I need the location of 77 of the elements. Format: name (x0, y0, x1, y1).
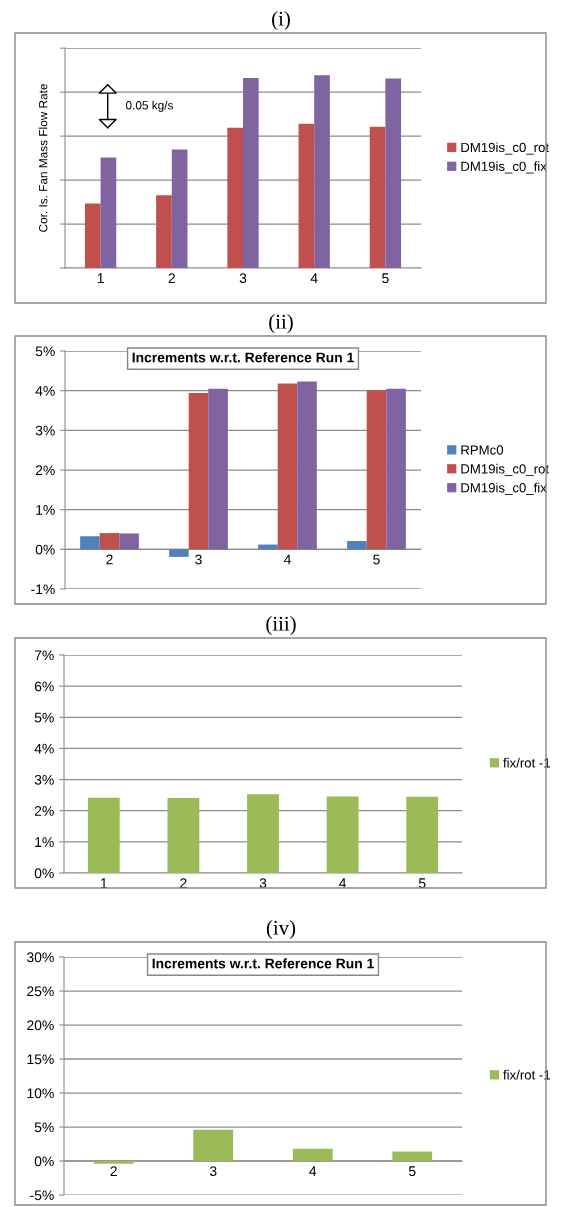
x-tick-label: 1 (97, 273, 104, 283)
bar (84, 203, 101, 268)
y-tick-label: 2% (35, 465, 55, 476)
bar (227, 127, 243, 268)
legend-label: RPMc0 (461, 445, 504, 455)
y-tick-label: 3% (34, 774, 54, 785)
bar (156, 195, 172, 268)
chart-title: (iii) (266, 616, 296, 635)
y-tick-label: 15% (27, 1054, 54, 1065)
legend-label: DM19is_c0_rot (461, 463, 549, 477)
y-tick-label: 0% (34, 868, 54, 879)
chart-title: (ii) (269, 314, 293, 333)
x-tick-label: 2 (106, 554, 113, 565)
y-tick-label: 0% (35, 544, 55, 555)
y-tick-label: 4% (34, 743, 54, 754)
x-tick-label: 3 (209, 1166, 217, 1177)
bar (369, 126, 386, 268)
legend-label: DM19is_c0_fix (461, 482, 547, 495)
y-tick-label: -5% (30, 1190, 54, 1201)
chart-title: (i) (272, 11, 290, 30)
chart-title: (iv) (266, 920, 296, 939)
bar (366, 390, 387, 550)
x-tick-label: 3 (239, 273, 247, 284)
bar (208, 388, 228, 550)
legend-label: DM19is_c0_fix (461, 161, 547, 174)
x-tick-label: 4 (309, 1166, 317, 1176)
bar (347, 541, 367, 550)
y-tick-label: 25% (27, 986, 54, 997)
chart-subtitle: Increments w.r.t. Reference Run 1 (132, 352, 354, 363)
x-tick-label: 2 (110, 1166, 117, 1176)
y-tick-label: 5% (34, 1122, 54, 1133)
bar (298, 123, 315, 268)
bar (277, 383, 298, 550)
y-tick-label: 1% (35, 837, 54, 847)
y-tick-label: 7% (34, 650, 54, 661)
y-tick-label: 4% (35, 386, 55, 396)
y-tick-label: 5% (34, 712, 54, 723)
y-tick-label: 2% (34, 806, 54, 816)
y-tick-label: 5% (35, 346, 55, 357)
legend-label: DM19is_c0_rot (461, 142, 549, 155)
legend-label: fix/rot -1 (503, 1069, 550, 1080)
y-tick-label: 20% (27, 1020, 54, 1031)
y-axis-title: Cor. Is. Fan Mass Flow Rate (38, 84, 48, 232)
annotation: 0.05 kg/s (125, 100, 173, 112)
y-tick-label: 3% (35, 425, 55, 436)
y-tick-label: 1% (36, 505, 55, 515)
x-tick-label: 5 (418, 878, 426, 889)
x-tick-label: 3 (259, 878, 267, 889)
y-tick-label: -1% (31, 584, 55, 595)
bar (100, 157, 117, 268)
y-tick-label: 6% (34, 681, 54, 692)
bar (99, 533, 120, 550)
bar (169, 549, 189, 557)
y-tick-label: 10% (27, 1088, 54, 1099)
x-tick-label: 4 (310, 273, 318, 283)
x-tick-label: 5 (408, 1166, 416, 1177)
y-tick-label: 0% (34, 1156, 54, 1167)
x-tick-label: 4 (339, 878, 347, 888)
x-tick-label: 5 (382, 273, 389, 284)
bar (243, 78, 259, 268)
bar (314, 75, 330, 268)
legend-label: fix/rot -1 (503, 757, 550, 768)
x-tick-label: 1 (101, 878, 107, 888)
bar (171, 149, 188, 268)
x-tick-label: 4 (283, 554, 291, 565)
bar (385, 78, 402, 268)
y-tick-label: 30% (27, 952, 54, 963)
x-tick-label: 5 (373, 554, 380, 565)
x-tick-label: 2 (168, 273, 175, 283)
chart-subtitle: Increments w.r.t. Reference Run 1 (152, 958, 374, 969)
bar (188, 393, 209, 550)
bar (297, 381, 317, 550)
bar (119, 533, 139, 550)
x-tick-label: 3 (195, 554, 202, 565)
x-tick-label: 2 (180, 878, 187, 888)
bar (80, 536, 100, 550)
bar (386, 388, 406, 550)
